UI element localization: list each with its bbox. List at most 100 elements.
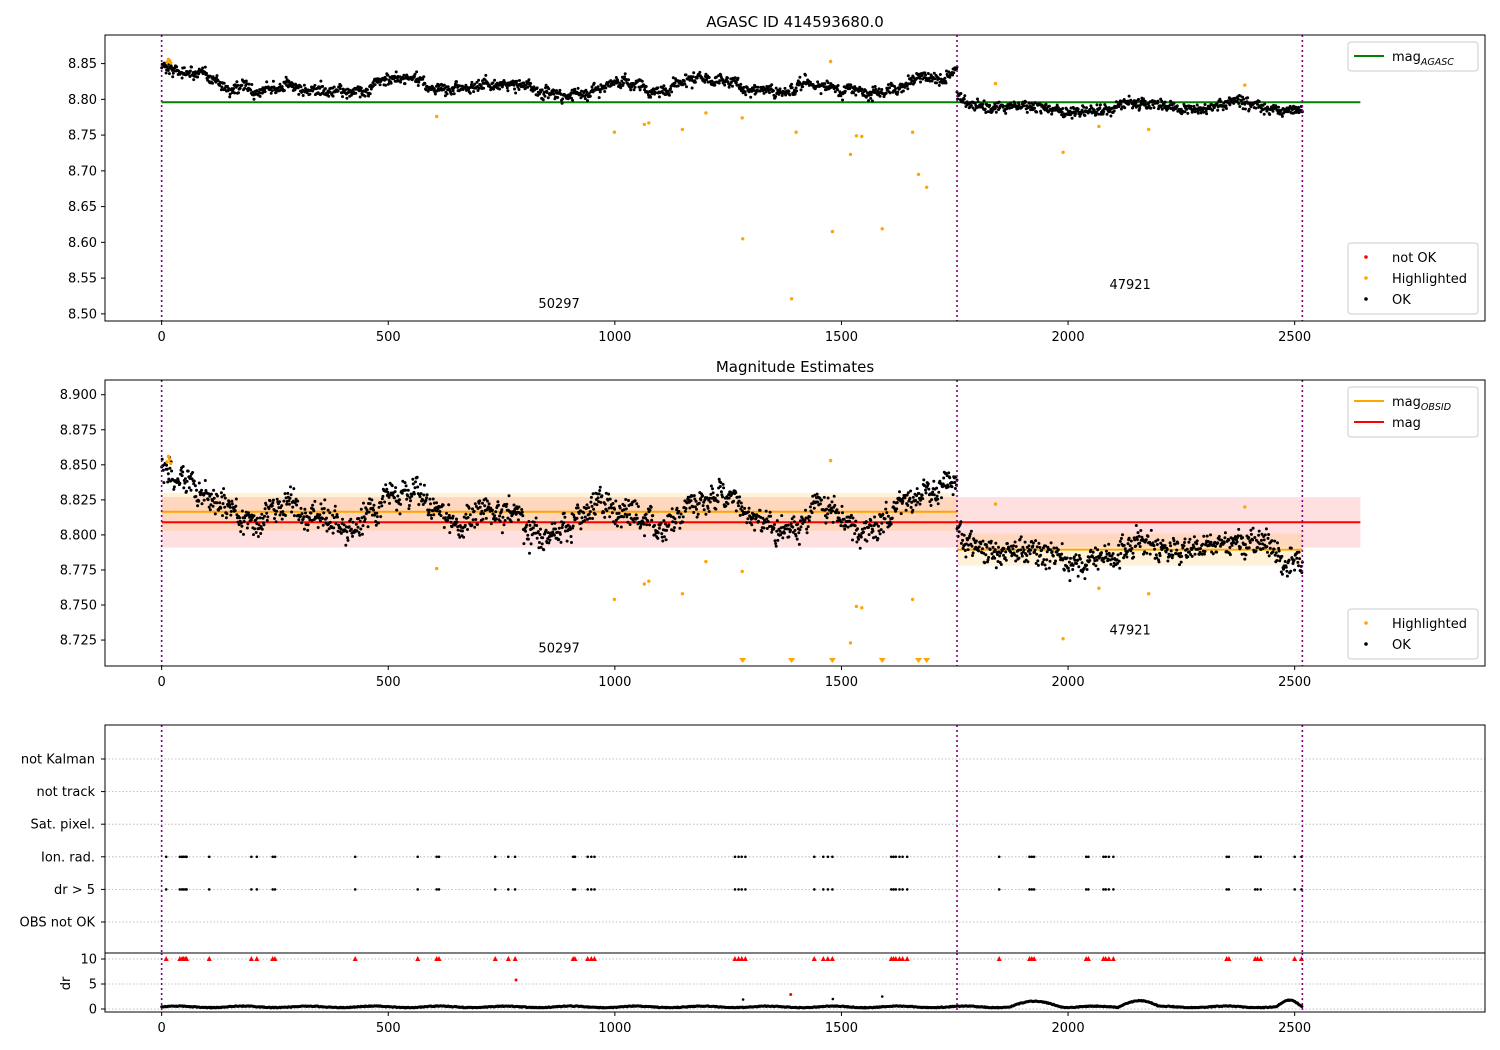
data-point-ok — [316, 526, 320, 529]
data-point-ok — [585, 503, 589, 507]
data-point-highlighted — [910, 130, 915, 134]
legend-label: OK — [1392, 293, 1411, 308]
data-point-ok — [681, 520, 685, 524]
data-point-ok — [662, 535, 666, 539]
data-point-ok — [797, 542, 801, 546]
data-point-ok — [275, 497, 279, 501]
data-point-ok — [862, 530, 865, 534]
data-point-ok — [1189, 104, 1193, 108]
flag-marker — [185, 888, 188, 891]
data-point-ok — [938, 73, 942, 76]
y-tick-label: 8.75 — [68, 129, 97, 144]
data-point-ok — [968, 532, 972, 536]
data-point-ok — [603, 515, 607, 519]
data-point-ok — [991, 545, 995, 549]
data-point-ok — [1276, 541, 1279, 545]
data-point-ok — [571, 524, 575, 528]
data-point-ok — [394, 486, 398, 490]
data-point-ok — [664, 538, 668, 542]
data-point-ok — [358, 95, 362, 99]
data-point-ok — [853, 524, 857, 528]
data-point-ok — [442, 526, 446, 529]
data-point-ok — [833, 90, 837, 94]
data-point-ok — [220, 85, 224, 89]
data-point-ok — [1258, 542, 1262, 546]
data-point-ok — [543, 94, 547, 98]
data-point-ok — [583, 97, 587, 101]
data-point-ok — [816, 500, 820, 504]
flag-marker — [997, 855, 1001, 859]
y-tick-label: 8.70 — [68, 164, 97, 179]
data-point-ok — [332, 526, 336, 530]
data-point-ok — [706, 506, 710, 510]
data-point-ok — [1193, 552, 1197, 556]
data-point-ok — [255, 89, 259, 93]
data-point-ok — [886, 514, 890, 518]
data-point-ok — [750, 523, 754, 527]
data-point-ok — [498, 519, 502, 523]
data-point-ok — [588, 510, 592, 514]
data-point-ok — [1199, 547, 1202, 550]
data-point-ok — [162, 481, 166, 485]
data-point-ok — [979, 542, 983, 546]
data-point-ok — [166, 480, 170, 484]
data-point-ok — [250, 83, 254, 86]
data-point-ok — [1033, 106, 1036, 110]
data-point-ok — [969, 529, 973, 533]
data-point-ok — [654, 91, 658, 95]
data-point-ok — [799, 525, 803, 529]
data-point-ok — [172, 485, 176, 489]
x-tick-label: 0 — [158, 675, 166, 690]
legend-subscript: AGASC — [1420, 57, 1454, 68]
data-point-ok — [1202, 552, 1206, 556]
data-point-ok — [604, 86, 608, 90]
data-point-ok — [270, 504, 274, 508]
flag-marker — [493, 888, 497, 891]
data-point-ok — [297, 92, 301, 96]
flag-marker — [1112, 855, 1115, 859]
data-point-ok — [209, 492, 213, 496]
data-point-ok — [1289, 546, 1293, 550]
data-point-ok — [799, 519, 802, 523]
data-point-ok — [375, 511, 379, 515]
legend-label: OK — [1392, 638, 1411, 653]
data-point-ok — [697, 501, 701, 505]
data-point-ok — [613, 507, 617, 511]
data-point-highlighted — [860, 134, 864, 139]
data-point-ok — [703, 80, 707, 84]
data-point-ok — [994, 110, 998, 114]
data-point-ok — [672, 529, 676, 533]
data-point-ok — [425, 496, 429, 500]
data-point-ok — [1126, 542, 1130, 546]
data-point-ok — [738, 513, 742, 517]
data-point-ok — [909, 76, 913, 80]
data-point-ok — [335, 513, 339, 516]
data-point-ok — [1060, 542, 1064, 546]
data-point-ok — [1067, 560, 1071, 564]
data-point-ok — [497, 503, 500, 507]
data-point-ok — [413, 72, 417, 76]
data-point-ok — [541, 98, 545, 102]
data-point-highlighted — [169, 61, 173, 65]
data-point-ok — [1102, 110, 1106, 114]
data-point-ok — [1248, 541, 1252, 544]
data-point-ok — [768, 510, 772, 514]
data-point-ok — [1121, 533, 1124, 537]
data-point-ok — [753, 528, 757, 532]
data-point-highlighted — [741, 237, 745, 241]
data-point-ok — [1078, 557, 1082, 561]
data-point-ok — [280, 85, 284, 89]
data-point-ok — [1169, 549, 1173, 553]
flag-marker — [437, 888, 441, 891]
data-point-ok — [1037, 541, 1041, 545]
data-point-ok — [931, 490, 935, 494]
data-point-ok — [1175, 548, 1179, 552]
data-point-ok — [1050, 550, 1054, 554]
data-point-ok — [1247, 546, 1251, 550]
flag-category-label: Sat. pixel. — [31, 818, 95, 833]
data-point-ok — [1238, 105, 1242, 108]
data-point-ok — [633, 85, 637, 89]
data-point-ok — [694, 499, 698, 503]
